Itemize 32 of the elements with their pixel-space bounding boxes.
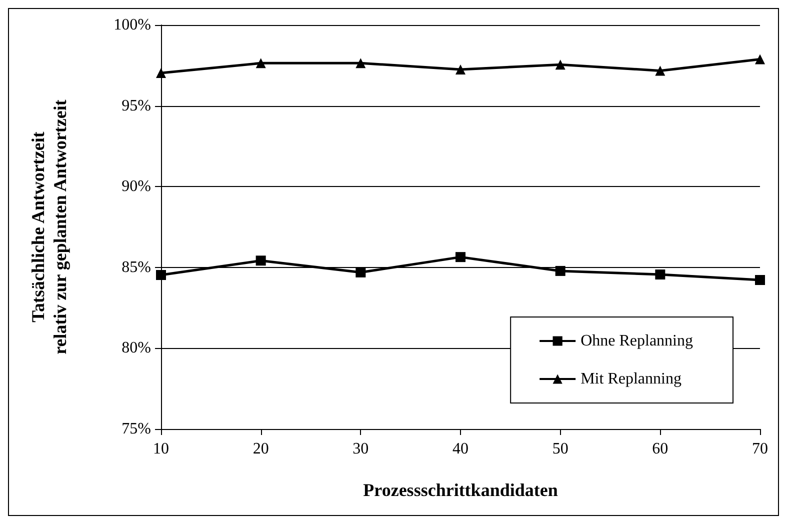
legend-label: Mit Replanning	[580, 370, 682, 388]
point	[356, 267, 366, 278]
y-tick-label: 80%	[122, 340, 151, 357]
x-tick-label: 60	[652, 440, 668, 458]
chart-frame: Tatsächliche Antwortzeit relativ zur geplanten Antwortzeit Prozessschrittkandidaten 75% 80% 85% 90% 95% 100% 10 20 30 40 50 60 70 Ohne Replanning Mit Replanning	[8, 8, 779, 516]
y-tick-label: 75%	[122, 420, 151, 438]
point	[356, 58, 366, 68]
point	[256, 256, 266, 266]
point	[655, 270, 666, 280]
x-tick-label: 70	[752, 440, 768, 458]
point	[156, 270, 166, 280]
x-tick-label: 10	[153, 440, 169, 458]
point	[456, 64, 466, 74]
x-tick-label: 30	[352, 440, 369, 458]
point	[655, 66, 666, 76]
point	[555, 60, 566, 70]
point	[755, 54, 765, 64]
y-tick-label: 85%	[122, 258, 151, 276]
x-tick-label: 20	[252, 440, 269, 458]
point	[156, 68, 166, 78]
y-axis-title: Tatsächliche Antwortzeit relativ zur geplanten Antwortzeit	[28, 100, 70, 354]
y-tick-label: 90%	[122, 178, 151, 196]
y-tick-label: 100%	[114, 16, 151, 34]
x-tick-label: 40	[452, 440, 468, 458]
y-tick-label: 95%	[122, 97, 151, 114]
point	[755, 275, 765, 286]
x-axis-title: Prozessschrittkandidaten	[363, 480, 558, 500]
point	[456, 252, 466, 262]
point	[256, 58, 266, 68]
legend-label: Ohne Replanning	[580, 332, 693, 350]
x-tick-label: 50	[552, 440, 568, 458]
point	[555, 266, 566, 276]
